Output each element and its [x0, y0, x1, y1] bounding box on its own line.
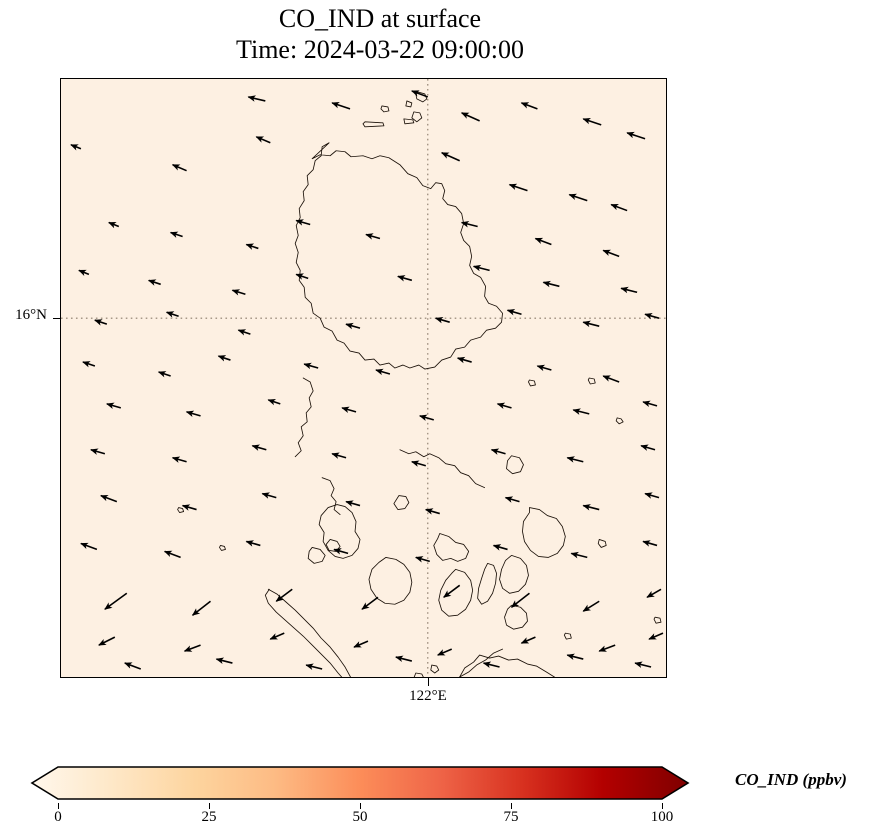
- colorbar-tick-group: 0 25 50 75 100: [30, 803, 690, 833]
- colorbar-tick-label-0: 0: [54, 809, 62, 825]
- colorbar-tick-label-75: 75: [503, 809, 519, 825]
- colorbar-tick-mark-75: [511, 803, 513, 809]
- colorbar-tick-label-25: 25: [201, 809, 217, 825]
- colorbar-graphics: [30, 766, 690, 800]
- colorbar-tick-mark-0: [58, 803, 60, 809]
- wind-vector-arrows: [70, 90, 664, 670]
- colorbar-tick-mark-100: [662, 803, 664, 809]
- graticule-gridlines: [61, 79, 666, 677]
- ytick-label-16n: 16°N: [15, 307, 47, 323]
- map-plot-area: [60, 78, 667, 678]
- colorbar-tick-label-50: 50: [352, 809, 368, 825]
- colorbar: [30, 763, 690, 803]
- title-time-line: Time: 2024-03-22 09:00:00: [236, 34, 524, 64]
- colorbar-gradient-body: [30, 766, 690, 800]
- xtick-label-122e: 122°E: [409, 688, 447, 704]
- coastline-paths: [177, 91, 662, 677]
- colorbar-tick-label-100: 100: [650, 809, 674, 825]
- colorbar-label: CO_IND (ppbv): [735, 770, 847, 789]
- chart-title: CO_IND at surface Time: 2024-03-22 09:00…: [0, 4, 760, 65]
- title-variable-line: CO_IND at surface: [278, 4, 482, 33]
- map-graphics: [61, 79, 666, 677]
- xtick-mark-122e: [427, 678, 429, 686]
- ytick-mark-16n: [53, 317, 61, 319]
- colorbar-tick-mark-50: [360, 803, 362, 809]
- colorbar-tick-mark-25: [209, 803, 211, 809]
